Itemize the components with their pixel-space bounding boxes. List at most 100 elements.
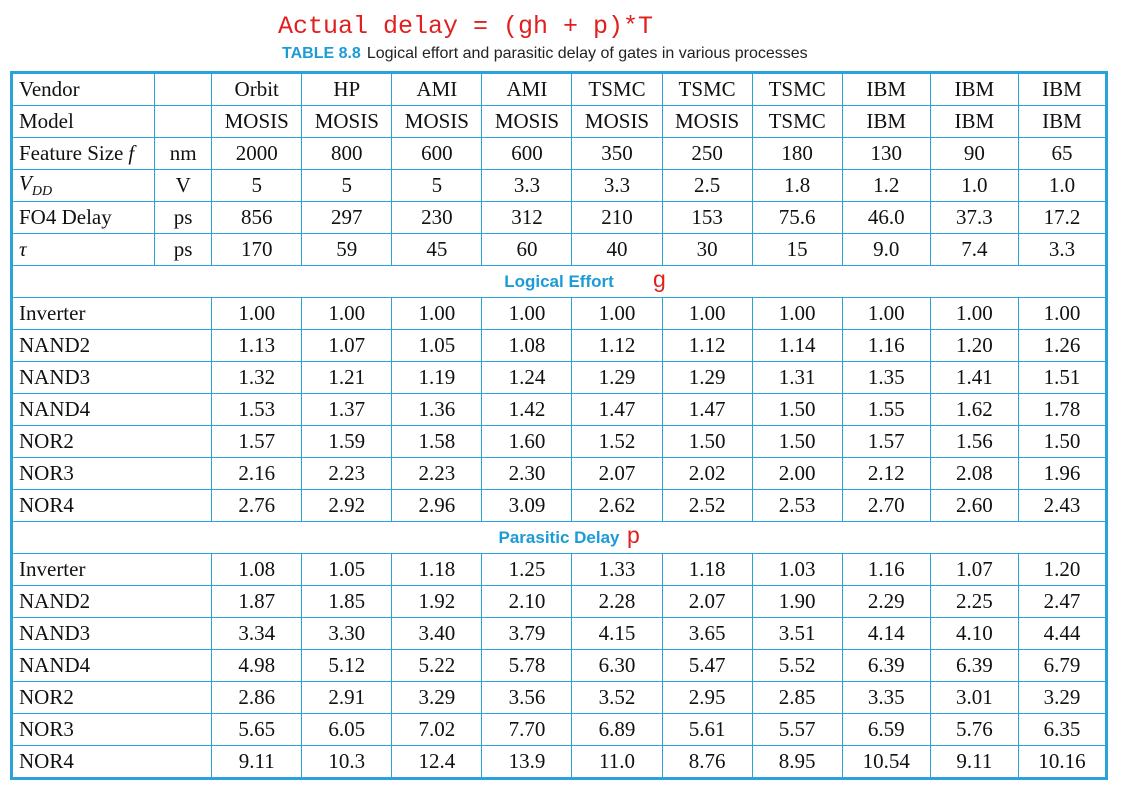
cell: 1.41 — [929, 361, 1019, 394]
section-header: Logical Effort g — [11, 265, 1107, 298]
cell: MOSIS — [661, 105, 753, 138]
data-row: Inverter 1.00 1.00 1.00 1.00 1.00 1.00 1.00 1.00… — [10, 297, 1108, 330]
label-text: FO4 Delay — [19, 205, 112, 229]
header-row: τ ps 170 59 45 60 40 30 15 9.0 7.4 3.3 — [10, 233, 1108, 266]
label-text: Vendor — [19, 77, 80, 101]
cell: 1.14 — [751, 329, 843, 362]
cell: 1.53 — [211, 393, 303, 426]
cell: 1.59 — [301, 425, 393, 458]
cell: 2.08 — [929, 457, 1019, 490]
cell: 5.76 — [929, 713, 1019, 746]
cell: 1.62 — [929, 393, 1019, 426]
cell: 5.61 — [661, 713, 753, 746]
cell: 3.3 — [571, 169, 663, 202]
cell: 5 — [211, 169, 303, 202]
cell: 1.24 — [481, 361, 573, 394]
cell: 2.47 — [1017, 585, 1108, 618]
cell: MOSIS — [571, 105, 663, 138]
cell: IBM — [1017, 105, 1108, 138]
cell: 9.0 — [841, 233, 931, 266]
cell: 4.14 — [841, 617, 931, 650]
cell: 1.05 — [391, 329, 483, 362]
cell: 1.07 — [301, 329, 393, 362]
cell: 15 — [751, 233, 843, 266]
cell: 10.54 — [841, 745, 931, 779]
cell: 1.0 — [929, 169, 1019, 202]
cell: 2.07 — [661, 585, 753, 618]
header-row: Feature Size f nm 2000 800 600 600 350 250 180 130… — [10, 137, 1108, 170]
data-row: Inverter 1.08 1.05 1.18 1.25 1.33 1.18 1.03 1.16… — [10, 553, 1108, 586]
cell: 1.37 — [301, 393, 393, 426]
cell: 1.2 — [841, 169, 931, 202]
data-row: NAND3 1.32 1.21 1.19 1.24 1.29 1.29 1.31 1.35 1.4… — [10, 361, 1108, 394]
cell: 130 — [841, 137, 931, 170]
label-text: V — [19, 170, 32, 195]
cell: 3.29 — [1017, 681, 1108, 714]
cell: 1.57 — [211, 425, 303, 458]
cell: 1.00 — [751, 297, 843, 330]
header-row: Model MOSIS MOSIS MOSIS MOSIS MOSIS MOSIS TSMC I… — [10, 105, 1108, 138]
cell: 1.00 — [1017, 297, 1108, 330]
cell: IBM — [1017, 72, 1108, 106]
cell: 8.76 — [661, 745, 753, 779]
label-italic: f — [128, 141, 135, 165]
cell: 1.00 — [571, 297, 663, 330]
cell: 1.00 — [211, 297, 303, 330]
label-italic: τ — [19, 237, 27, 261]
cell: 1.20 — [929, 329, 1019, 362]
cell: 5.57 — [751, 713, 843, 746]
row-label: NOR4 — [10, 489, 213, 522]
cell: 1.96 — [1017, 457, 1108, 490]
cell: 17.2 — [1017, 201, 1108, 234]
section-title: Logical Effort — [504, 271, 614, 291]
cell: 8.95 — [751, 745, 843, 779]
cell: 2.86 — [211, 681, 303, 714]
row-label: VDD — [10, 169, 156, 202]
cell: 5.12 — [301, 649, 393, 682]
cell: 2.91 — [301, 681, 393, 714]
cell: 1.92 — [391, 585, 483, 618]
cell: 1.60 — [481, 425, 573, 458]
cell: HP — [301, 72, 393, 106]
cell: 1.50 — [661, 425, 753, 458]
cell: IBM — [841, 105, 931, 138]
label-text: Feature Size — [19, 141, 124, 165]
cell: 856 — [211, 201, 303, 234]
cell: 9.11 — [211, 745, 303, 779]
cell: 1.18 — [391, 553, 483, 586]
cell: 2.23 — [301, 457, 393, 490]
cell: 153 — [661, 201, 753, 234]
cell: 2.00 — [751, 457, 843, 490]
cell: 2.12 — [841, 457, 931, 490]
cell: 1.56 — [929, 425, 1019, 458]
cell: 1.20 — [1017, 553, 1108, 586]
row-label: Feature Size f — [10, 137, 156, 170]
cell: 46.0 — [841, 201, 931, 234]
cell: 1.18 — [661, 553, 753, 586]
cell: TSMC — [751, 72, 843, 106]
cell: 2.62 — [571, 489, 663, 522]
cell: 1.26 — [1017, 329, 1108, 362]
cell: 5.22 — [391, 649, 483, 682]
cell: 180 — [751, 137, 843, 170]
cell: 7.4 — [929, 233, 1019, 266]
cell: 1.57 — [841, 425, 931, 458]
cell: 1.50 — [751, 393, 843, 426]
cell: 250 — [661, 137, 753, 170]
cell: 1.78 — [1017, 393, 1108, 426]
cell: 5 — [301, 169, 393, 202]
cell: 1.16 — [841, 329, 931, 362]
row-label: τ — [10, 233, 156, 266]
row-label: Model — [10, 105, 156, 138]
cell: 59 — [301, 233, 393, 266]
cell: 6.39 — [929, 649, 1019, 682]
cell: 90 — [929, 137, 1019, 170]
cell: 5.78 — [481, 649, 573, 682]
cell: 2.96 — [391, 489, 483, 522]
data-row: NOR2 1.57 1.59 1.58 1.60 1.52 1.50 1.50 1.57 1.56… — [10, 425, 1108, 458]
cell: AMI — [391, 72, 483, 106]
row-label: NAND4 — [10, 649, 213, 682]
cell: 2.53 — [751, 489, 843, 522]
cell: 2.23 — [391, 457, 483, 490]
